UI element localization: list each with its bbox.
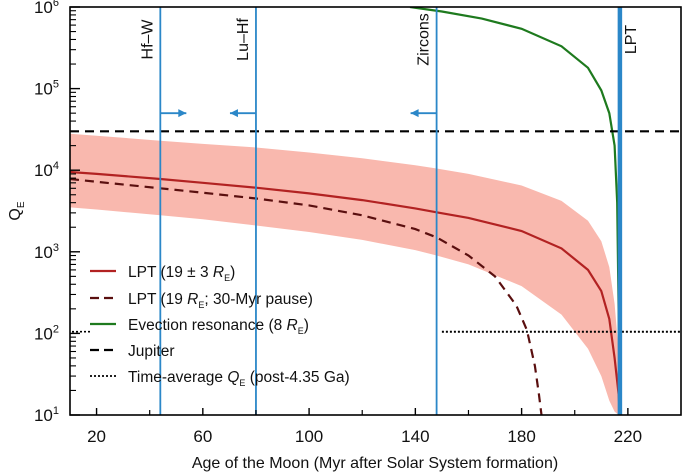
legend-label: Time-average QE (post-4.35 Ga) [128,369,350,388]
legend-label: Jupiter [128,343,175,360]
x-tick-label: 20 [87,427,106,446]
series-line-lpt [70,170,621,415]
legend-label: LPT (19 ± 3 RE) [128,264,235,283]
vline-label-hf-w: Hf–W [139,19,156,60]
x-tick-label: 100 [295,427,323,446]
y-tick-label: 106 [34,0,59,17]
y-axis-title-sub: E [16,201,27,208]
y-axis-title-main: Q [7,208,24,220]
y-tick-label: 101 [34,405,59,425]
series-layer [70,7,681,415]
x-tick-label: 60 [193,427,212,446]
y-tick-label: 102 [34,323,59,343]
y-axis-title: QE [7,201,27,220]
y-tick-label: 105 [34,79,59,99]
series-line-evection-resonance [409,7,621,415]
vline-label-zircons: Zircons [416,13,433,65]
series-line-lpt-pause [70,177,543,415]
arrow-head-zircons [410,109,419,118]
arrow-head-hf-w [178,109,187,118]
legend: LPT (19 ± 3 RE) LPT (19 RE; 30-Myr pause)… [72,264,350,388]
vline-label-lu-hf: Lu–Hf [235,18,252,61]
x-tick-label: 180 [507,427,535,446]
lpt-uncertainty-band [70,133,620,415]
y-tick-label: 104 [34,160,59,180]
axes-layer: 20 60 100 140 180 220 101 102 103 104 105 106 [34,0,682,446]
vertical-lines-layer: Hf–W Lu–Hf Zircons LPT [139,7,640,415]
x-axis-title: Age of the Moon (Myr after Solar System … [192,455,558,472]
x-tick-label: 220 [614,427,642,446]
lpt-uncertainty-band-layer [70,133,620,415]
x-tick-label: 140 [401,427,429,446]
legend-label: Evection resonance (8 RE) [128,317,309,336]
y-tick-label: 103 [34,242,59,262]
vline-label-lpt: LPT [623,25,640,55]
plot-frame [69,6,682,416]
arrow-head-lu-hf [229,109,238,118]
legend-label: LPT (19 RE; 30-Myr pause) [128,291,313,310]
svg-text:QE: QE [7,201,27,220]
